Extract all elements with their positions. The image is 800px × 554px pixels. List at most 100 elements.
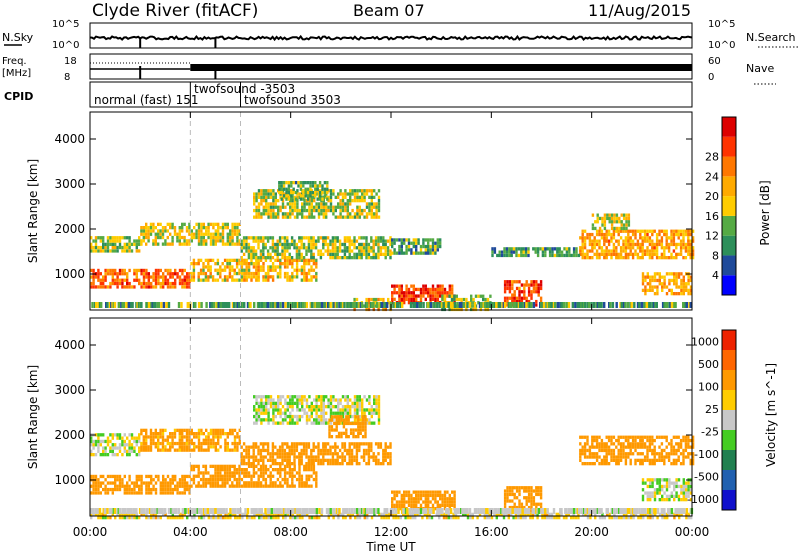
velocity-cell bbox=[289, 405, 292, 409]
power-cell bbox=[197, 232, 201, 236]
velocity-cell bbox=[511, 499, 514, 503]
velocity-cell bbox=[335, 428, 338, 432]
velocity-cell bbox=[365, 421, 369, 425]
power-cell bbox=[283, 242, 287, 247]
velocity-cell bbox=[161, 435, 165, 439]
power-cell bbox=[412, 291, 415, 295]
velocity-cell bbox=[319, 462, 323, 466]
power-cell bbox=[312, 246, 315, 250]
velocity-cell bbox=[610, 455, 613, 459]
power-ground-cell bbox=[638, 302, 641, 308]
power-cell bbox=[505, 250, 509, 254]
power-cell bbox=[510, 247, 513, 251]
power-cell bbox=[212, 235, 215, 240]
power-cell bbox=[439, 287, 442, 292]
power-ground-cell bbox=[324, 302, 327, 308]
power-cell bbox=[118, 239, 122, 243]
velocity-cell bbox=[283, 452, 287, 456]
power-cell bbox=[646, 275, 649, 279]
power-cell bbox=[685, 285, 688, 289]
power-cell bbox=[147, 281, 150, 286]
velocity-cell bbox=[684, 442, 688, 446]
power-cell bbox=[102, 239, 105, 243]
power-cell bbox=[327, 205, 330, 209]
power-cell bbox=[363, 199, 366, 203]
velocity-cell bbox=[365, 452, 368, 456]
power-cell bbox=[670, 242, 673, 247]
power-cell bbox=[424, 238, 427, 242]
power-cell bbox=[259, 268, 263, 272]
velocity-cell bbox=[152, 478, 155, 482]
velocity-cell bbox=[340, 431, 343, 435]
velocity-cell bbox=[159, 441, 162, 446]
velocity-cell bbox=[265, 398, 268, 402]
power-cell bbox=[109, 268, 112, 273]
velocity-cell bbox=[247, 452, 251, 456]
velocity-cell bbox=[240, 468, 244, 472]
power-cell bbox=[588, 249, 592, 253]
velocity-cell bbox=[295, 448, 299, 453]
velocity-cell bbox=[293, 484, 296, 488]
power-cell bbox=[536, 253, 540, 258]
power-cell bbox=[689, 246, 692, 250]
power-cell bbox=[379, 252, 383, 256]
velocity-cell bbox=[331, 455, 335, 459]
velocity-cell bbox=[286, 408, 289, 412]
power-cell bbox=[102, 278, 105, 282]
velocity-cell bbox=[624, 445, 628, 449]
power-cell bbox=[302, 194, 305, 198]
power-cell bbox=[269, 192, 273, 196]
velocity-cell bbox=[286, 445, 289, 449]
power-cell bbox=[410, 241, 413, 245]
velocity-cell bbox=[228, 471, 232, 475]
power-cell bbox=[460, 297, 463, 302]
power-cell bbox=[355, 239, 359, 243]
velocity-cell bbox=[238, 477, 241, 482]
velocity-cell bbox=[673, 488, 676, 492]
power-cell bbox=[183, 281, 186, 286]
power-cell bbox=[603, 242, 606, 247]
power-ground-cell bbox=[274, 302, 277, 308]
power-cell bbox=[382, 246, 385, 250]
power-cell bbox=[228, 262, 232, 266]
power-cell bbox=[579, 252, 582, 256]
power-cell bbox=[515, 280, 519, 284]
velocity-cell bbox=[382, 462, 385, 466]
velocity-cell bbox=[515, 496, 519, 500]
velocity-cell bbox=[238, 441, 241, 446]
power-ground-cell bbox=[186, 302, 189, 308]
power-cell bbox=[305, 252, 308, 256]
power-cell bbox=[615, 229, 618, 233]
power-cell bbox=[104, 245, 107, 250]
power-cell bbox=[226, 278, 229, 282]
velocity-cell bbox=[305, 418, 309, 422]
velocity-cell bbox=[593, 445, 596, 449]
power-ground-cell bbox=[428, 302, 431, 308]
velocity-cell bbox=[211, 484, 215, 488]
velocity-cell bbox=[682, 458, 685, 462]
power-cell bbox=[661, 285, 664, 289]
power-cell bbox=[176, 272, 179, 276]
velocity-cell bbox=[424, 490, 427, 494]
power-cell bbox=[523, 290, 526, 294]
power-cell bbox=[641, 288, 645, 292]
power-cell bbox=[606, 213, 609, 217]
power-cell bbox=[434, 248, 437, 252]
power-cell bbox=[123, 285, 126, 289]
velocity-cell bbox=[363, 408, 366, 412]
velocity-cell bbox=[242, 455, 246, 459]
velocity-cell bbox=[691, 438, 695, 443]
velocity-cell bbox=[300, 481, 304, 485]
power-cell bbox=[518, 296, 521, 300]
velocity-cell bbox=[190, 438, 193, 442]
velocity-cell bbox=[301, 414, 304, 419]
velocity-cell bbox=[305, 455, 308, 459]
power-cell bbox=[271, 239, 275, 243]
power-ground-cell bbox=[108, 302, 112, 308]
velocity-cell bbox=[315, 474, 318, 478]
power-cell bbox=[257, 212, 261, 216]
velocity-cell bbox=[102, 446, 105, 450]
velocity-cell bbox=[661, 494, 664, 498]
velocity-cell bbox=[221, 468, 224, 472]
power-cell bbox=[257, 246, 260, 250]
